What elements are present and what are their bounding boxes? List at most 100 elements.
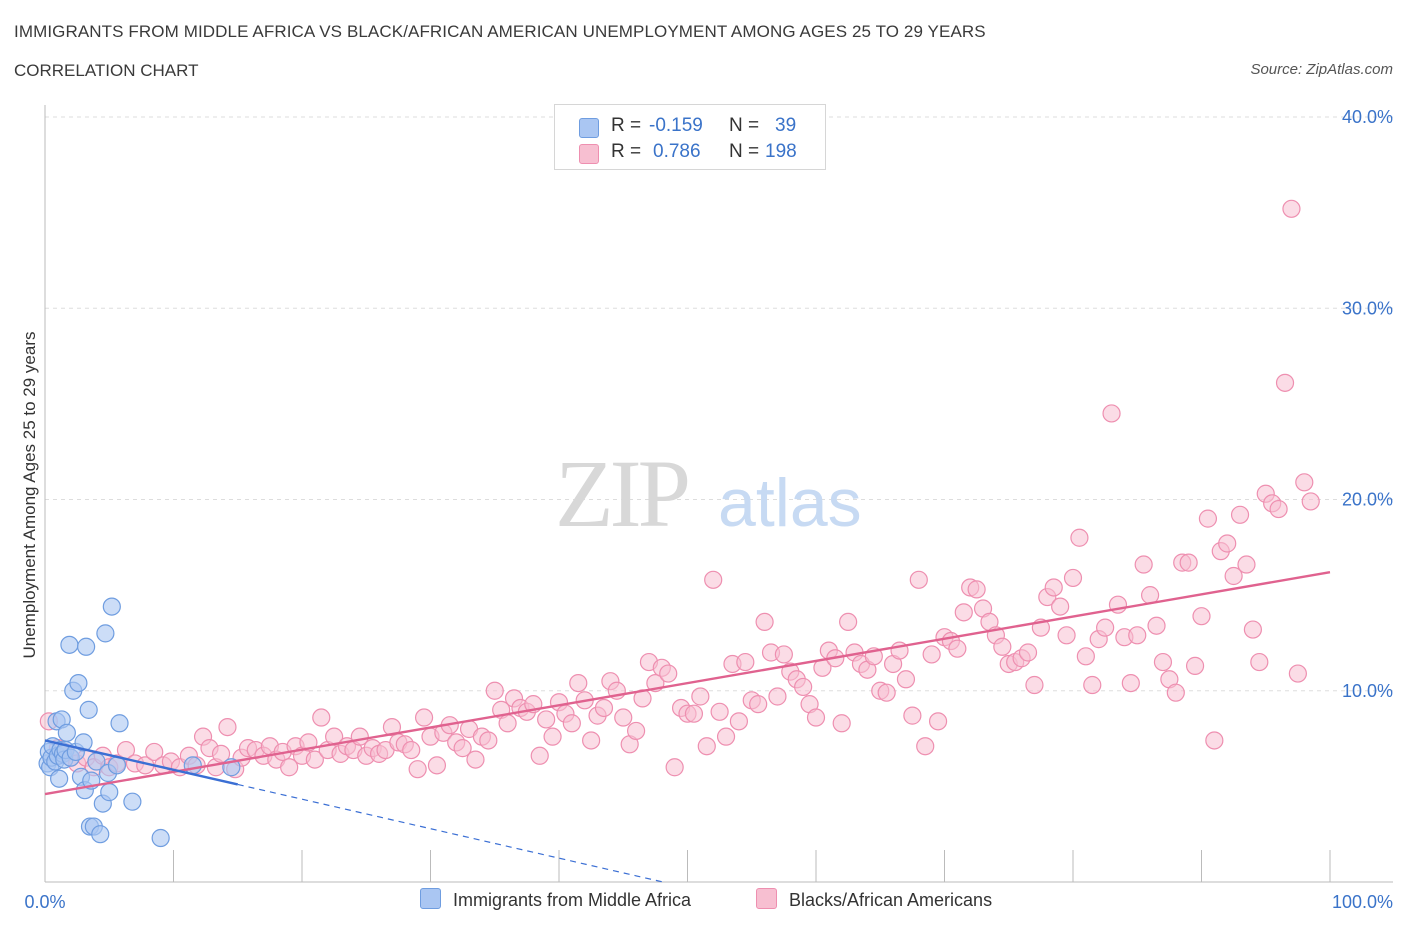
pink-point <box>1076 647 1095 666</box>
pink-point <box>684 704 704 723</box>
pink-point <box>1147 616 1166 635</box>
pink-point <box>543 727 562 746</box>
pink-point <box>909 570 928 589</box>
blue-point <box>102 597 121 616</box>
pink-point <box>774 645 793 664</box>
x-tick-label: 100.0% <box>1332 892 1393 912</box>
pink-point <box>594 698 614 718</box>
r-label: R = <box>611 115 642 136</box>
pink-point <box>1275 373 1295 392</box>
pink-point <box>485 681 504 700</box>
pink-point <box>408 760 427 779</box>
pink-point <box>479 731 498 750</box>
blue-trend-line <box>44 739 239 786</box>
pink-point <box>736 652 755 672</box>
pink-point <box>1288 664 1307 683</box>
pink-point <box>1134 555 1153 574</box>
y-tick-label: 40.0% <box>1342 107 1393 127</box>
pink-point <box>1070 528 1089 547</box>
blue-point <box>96 624 115 643</box>
pink-point <box>1153 652 1173 672</box>
pink-point <box>1128 626 1147 645</box>
pink-point <box>697 737 716 756</box>
legend-item-middle-africa[interactable]: Immigrants from Middle Africa <box>420 888 691 911</box>
pink-point <box>305 750 324 769</box>
pink-point <box>1230 505 1250 524</box>
pink-point <box>1295 473 1314 492</box>
blue-swatch <box>579 118 599 138</box>
chart-title: IMMIGRANTS FROM MIDDLE AFRICA VS BLACK/A… <box>14 22 986 41</box>
pink-point <box>1057 626 1076 645</box>
blue-point <box>50 769 69 788</box>
legend-label: Blacks/African Americans <box>789 890 993 910</box>
blue-point <box>74 733 93 752</box>
x-tick-label: 0.0% <box>24 892 65 912</box>
y-tick-label: 10.0% <box>1342 681 1393 701</box>
blue-point <box>77 637 96 656</box>
pink-point <box>1192 607 1211 626</box>
pink-point <box>1282 199 1301 218</box>
y-tick-label: 30.0% <box>1342 298 1393 318</box>
pink-point <box>414 708 434 727</box>
legend-item-black-african-americans[interactable]: Blacks/African Americans <box>756 888 992 911</box>
pink-point <box>1243 620 1263 639</box>
stats-legend: R = -0.159 N = 39 R = 0.786 N = 198 <box>554 104 826 170</box>
pink-point <box>614 708 633 727</box>
pink-point <box>691 687 710 706</box>
pink-point <box>453 739 472 758</box>
source-credit: Source: ZipAtlas.com <box>1250 61 1393 78</box>
r-label: R = <box>611 141 642 162</box>
pink-point <box>1179 553 1198 572</box>
pink-point <box>1166 683 1185 702</box>
blue-point <box>100 783 119 802</box>
pink-point <box>1063 568 1083 588</box>
pink-point <box>1051 597 1070 616</box>
pink-point <box>1250 652 1269 672</box>
pink-point <box>665 758 684 777</box>
pink-point <box>903 706 922 725</box>
pink-point <box>1102 404 1121 423</box>
pink-point <box>312 708 331 727</box>
pink-point <box>1218 534 1237 553</box>
pink-point <box>928 712 948 731</box>
pink-point <box>1301 492 1320 511</box>
tick-labels: 10.0% 20.0% 30.0% 40.0% 0.0% 100.0% <box>24 107 1393 912</box>
blue-point <box>69 673 88 693</box>
pink-point <box>466 750 485 769</box>
pink-point <box>1121 673 1140 693</box>
pink-point <box>1185 656 1205 675</box>
pink-point <box>967 580 986 599</box>
trend-lines <box>44 570 1331 883</box>
pink-point <box>1205 731 1224 750</box>
pink-point <box>993 637 1012 656</box>
pink-point <box>1018 643 1038 662</box>
pink-point <box>794 677 813 697</box>
pink-point <box>1025 675 1044 695</box>
blue-point <box>110 714 129 733</box>
blue-swatch <box>420 888 441 909</box>
n-label: N = <box>729 141 760 162</box>
blue-trend-extension <box>237 783 664 883</box>
watermark-zip: ZIP <box>555 440 688 547</box>
pink-point <box>954 603 973 622</box>
pink-swatch <box>756 888 777 909</box>
pink-point <box>729 712 749 731</box>
pink-point <box>582 731 601 750</box>
gridlines <box>45 116 1393 692</box>
pink-point <box>145 742 164 762</box>
pink-point <box>1096 618 1115 637</box>
pink-point <box>1224 566 1243 586</box>
pink-point <box>922 645 941 664</box>
blue-point <box>57 723 76 742</box>
pink-point <box>710 702 729 721</box>
pink-point <box>896 670 916 689</box>
pink-point <box>1237 555 1256 574</box>
pink-point <box>716 727 736 746</box>
pink-point <box>916 737 935 756</box>
blue-point <box>151 828 170 848</box>
blue-point <box>183 756 202 775</box>
pink-point <box>839 612 858 632</box>
watermark-atlas: atlas <box>718 465 862 541</box>
pink-point <box>382 717 402 737</box>
pink-point <box>749 695 768 714</box>
